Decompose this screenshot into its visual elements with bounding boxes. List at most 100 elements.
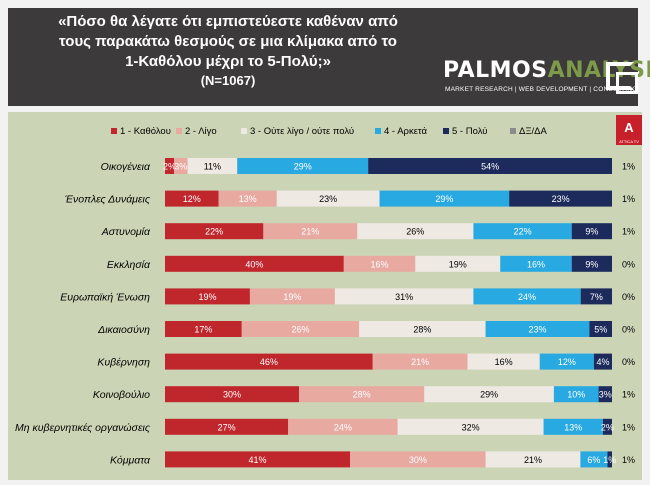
category-label: Ένοπλες Δυνάμεις [65, 194, 151, 206]
data-label: 2% [163, 162, 176, 172]
legend-swatch-4 [375, 128, 381, 134]
title-line-3: 1-Καθόλου μέχρι το 5-Πολύ;» [125, 53, 331, 70]
data-label: 12% [183, 194, 201, 204]
data-label: 28% [413, 325, 431, 335]
legend-label-2: 2 - Λίγο [185, 126, 217, 137]
data-label: 19% [198, 292, 216, 302]
bar-segment [263, 223, 358, 240]
bar-segment [580, 451, 608, 468]
data-label: 23% [552, 194, 570, 204]
category-label: Αστυνομία [101, 226, 151, 238]
data-label: 2% [601, 422, 614, 432]
dk-na-label: 1% [622, 455, 635, 465]
bar-segment [598, 386, 612, 403]
logo-part-1: PALMOS [443, 58, 548, 83]
dk-na-label: 0% [622, 325, 635, 335]
data-label: 16% [527, 259, 545, 269]
data-label: 26% [406, 227, 424, 237]
bar-segment [467, 353, 540, 370]
data-label: 12% [558, 357, 576, 367]
bar-segment [543, 418, 603, 435]
bar-segment [350, 451, 486, 468]
bar-segment [249, 288, 335, 305]
legend-label-4: 4 - Αρκετά [384, 126, 428, 137]
data-label: 9% [585, 259, 598, 269]
dk-na-label: 0% [622, 357, 635, 367]
bar-segment [237, 158, 369, 174]
data-label: 4% [596, 357, 609, 367]
bar-segment [571, 255, 612, 272]
bar-segment [165, 353, 373, 370]
bar-segment [276, 190, 380, 207]
data-label: 7% [590, 292, 603, 302]
attica-tv-logo: Α ATTICA TV [616, 115, 642, 145]
dk-na-label: 1% [622, 194, 635, 204]
bar-segment [379, 190, 510, 207]
bar-segment [589, 321, 612, 337]
category-label: Κυβέρνηση [97, 357, 150, 369]
bar-segment [571, 223, 612, 240]
bar-segment [165, 223, 264, 240]
data-label: 6% [587, 455, 600, 465]
data-label: 16% [371, 259, 389, 269]
dk-na-label: 0% [622, 259, 635, 269]
bar-segment [424, 386, 554, 403]
bar-segment [473, 288, 581, 305]
bar-segment [343, 255, 416, 272]
bar-segment [187, 158, 238, 174]
data-label: 30% [223, 390, 241, 400]
title-line-1: «Πόσο θα λέγατε ότι εμπιστεύεστε καθέναν… [58, 13, 398, 30]
bar-segment [165, 255, 344, 272]
data-label: 16% [495, 357, 513, 367]
data-label: 22% [205, 227, 223, 237]
legend-swatch-3 [241, 128, 247, 134]
data-label: 13% [239, 194, 257, 204]
category-label: Δικαιοσύνη [97, 324, 150, 336]
palmos-analysis-logo: PALMOSANALYSIS MARKET RESEARCH | WEB DEV… [443, 56, 650, 102]
data-label: 19% [449, 259, 467, 269]
data-label: 24% [518, 292, 536, 302]
data-label: 54% [481, 162, 499, 172]
category-label: Κόμματα [110, 454, 151, 466]
data-label: 29% [294, 162, 312, 172]
logo-square-icon [606, 62, 638, 94]
data-label: 17% [194, 325, 212, 335]
data-label: 3% [174, 162, 187, 172]
data-label: 29% [435, 194, 453, 204]
sample-size: (N=1067) [200, 73, 256, 88]
data-label: 28% [353, 390, 371, 400]
data-label: 11% [204, 162, 221, 172]
data-label: 21% [301, 227, 319, 237]
category-label: Οικογένεια [101, 161, 151, 173]
data-label: 27% [218, 422, 236, 432]
data-label: 1% [603, 455, 616, 465]
bar-segment [359, 321, 486, 337]
bar-segment [485, 321, 590, 337]
data-label: 13% [564, 422, 582, 432]
data-label: 40% [245, 259, 263, 269]
bar-segment [593, 353, 612, 370]
data-label: 10% [567, 390, 585, 400]
dk-na-label: 1% [622, 390, 635, 400]
bar-segment [165, 158, 175, 174]
legend-label-3: 3 - Ούτε λίγο / ούτε πολύ [250, 126, 354, 137]
dk-na-label: 1% [622, 422, 635, 432]
legend-swatch-2 [176, 128, 182, 134]
legend-swatch-5 [443, 128, 449, 134]
attica-badge-subtext: ATTICA TV [619, 139, 639, 144]
category-label: Ευρωπαϊκή Ένωση [60, 291, 150, 303]
data-label: 24% [334, 422, 352, 432]
category-label: Εκκλησία [107, 259, 151, 271]
logo-tagline: MARKET RESEARCH | WEB DEVELOPMENT | CONS… [445, 86, 638, 93]
bar-segment [580, 288, 612, 305]
data-label: 32% [462, 422, 480, 432]
data-label: 30% [409, 455, 427, 465]
bar-segment [165, 190, 219, 207]
data-label: 5% [594, 325, 607, 335]
bar-segment [415, 255, 501, 272]
bar-segment [357, 223, 474, 240]
bar-segment [509, 190, 612, 207]
bar-segment [165, 386, 300, 403]
dk-na-label: 1% [622, 162, 635, 172]
